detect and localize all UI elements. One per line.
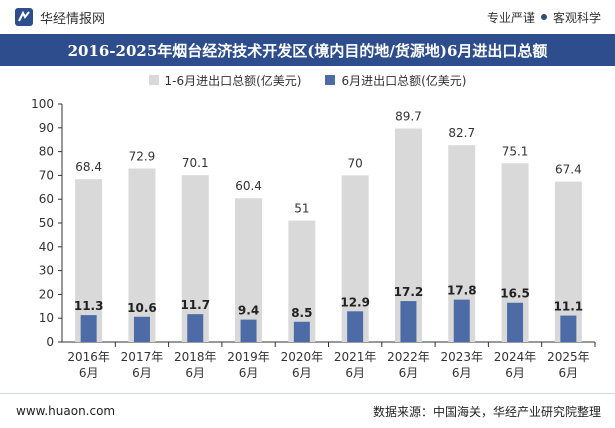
y-tick-label: 60	[39, 192, 54, 206]
y-tick-label: 10	[39, 311, 54, 325]
brand-logo-icon	[15, 8, 33, 26]
bar-total	[128, 168, 156, 342]
title-bar: 2016-2025年烟台经济技术开发区(境内目的地/货源地)6月进出口总额	[0, 34, 615, 66]
x-tick-label: 6月	[132, 366, 152, 380]
y-tick-label: 20	[39, 287, 54, 301]
bar-june	[240, 319, 257, 342]
legend-item-total: 1-6月进出口总额(亿美元)	[148, 72, 302, 89]
brand-name: 华经情报网	[40, 11, 106, 27]
x-tick-label: 6月	[452, 366, 472, 380]
x-tick-label: 2021年	[334, 350, 377, 364]
data-label-june: 11.1	[554, 300, 584, 314]
bar-june	[507, 302, 524, 342]
slogan-professional: 专业严谨	[486, 10, 535, 25]
x-tick-label: 2019年	[227, 350, 270, 364]
y-tick-label: 40	[39, 240, 54, 254]
x-tick-label: 2024年	[494, 350, 537, 364]
bar-total	[554, 181, 582, 342]
data-label-total: 89.7	[395, 110, 422, 124]
legend-item-june: 6月进出口总额(亿美元)	[325, 72, 466, 89]
data-label-total: 82.7	[448, 126, 475, 140]
slogan: 专业严谨 客观科学	[487, 9, 601, 26]
data-label-june: 17.8	[447, 284, 477, 298]
data-label-june: 16.5	[500, 287, 530, 301]
x-tick-label: 2016年	[67, 350, 110, 364]
bar-june	[133, 316, 150, 342]
slogan-objective: 客观科学	[552, 10, 601, 25]
x-tick-label: 6月	[345, 366, 365, 380]
data-label-total: 51	[294, 202, 309, 216]
x-tick-label: 2023年	[440, 350, 483, 364]
bar-june	[80, 315, 97, 342]
bar-june	[453, 299, 470, 342]
x-tick-label: 6月	[79, 366, 99, 380]
bar-june	[347, 311, 364, 342]
bar-total	[75, 179, 103, 342]
x-tick-label: 6月	[505, 366, 525, 380]
data-label-total: 70	[348, 156, 363, 170]
data-label-june: 9.4	[238, 304, 259, 318]
data-label-total: 70.1	[182, 156, 209, 170]
chart-legend: 1-6月进出口总额(亿美元) 6月进出口总额(亿美元)	[0, 70, 615, 90]
data-label-june: 10.6	[127, 301, 157, 315]
data-label-june: 8.5	[291, 306, 312, 320]
legend-label-total: 1-6月进出口总额(亿美元)	[164, 73, 302, 88]
x-tick-label: 6月	[399, 366, 419, 380]
y-tick-label: 80	[39, 145, 54, 159]
data-label-june: 17.2	[394, 285, 424, 299]
bar-total	[235, 198, 263, 342]
y-tick-label: 70	[39, 168, 54, 182]
data-source: 数据来源：中国海关，华经产业研究院整理	[372, 404, 601, 419]
footer: www.huaon.com 数据来源：中国海关，华经产业研究院整理	[0, 393, 615, 428]
website-link[interactable]: www.huaon.com	[16, 404, 116, 418]
bar-june	[187, 314, 204, 342]
x-tick-label: 6月	[292, 366, 312, 380]
bar-chart: 0 10 20 30 40 50 60 70 80 90 100 68.4 11.3 2016年 6月 72.…	[31, 97, 596, 380]
data-label-june: 12.9	[340, 295, 370, 309]
data-label-total: 72.9	[129, 149, 156, 163]
legend-label-june: 6月进出口总额(亿美元)	[341, 73, 467, 88]
x-tick-label: 2022年	[387, 350, 430, 364]
data-label-june: 11.3	[74, 299, 104, 313]
x-tick-label: 2018年	[174, 350, 217, 364]
separator-dot-icon	[540, 14, 547, 20]
x-tick-label: 2025年	[547, 350, 590, 364]
brand[interactable]: 华经情报网	[14, 7, 105, 27]
y-tick-label: 90	[39, 121, 54, 135]
legend-swatch-total	[148, 75, 159, 85]
legend-swatch-june	[325, 75, 336, 85]
x-tick-label: 6月	[559, 366, 579, 380]
data-label-total: 68.4	[75, 160, 102, 174]
bar-june	[293, 321, 310, 342]
data-label-total: 67.4	[555, 163, 582, 177]
data-label-total: 75.1	[502, 144, 529, 158]
data-label-june: 11.7	[180, 298, 210, 312]
x-tick-label: 6月	[185, 366, 205, 380]
x-tick-label: 2020年	[281, 350, 324, 364]
y-tick-label: 100	[31, 97, 54, 111]
top-bar: 华经情报网 专业严谨 客观科学	[0, 0, 615, 34]
x-tick-label: 2017年	[121, 350, 164, 364]
bar-june	[400, 301, 417, 342]
x-tick-label: 6月	[239, 366, 259, 380]
chart-title: 2016-2025年烟台经济技术开发区(境内目的地/货源地)6月进出口总额	[67, 41, 548, 60]
y-tick-label: 30	[39, 264, 54, 278]
bar-june	[560, 315, 577, 342]
data-label-total: 60.4	[235, 179, 262, 193]
y-tick-label: 0	[46, 335, 54, 349]
y-tick-label: 50	[39, 216, 54, 230]
